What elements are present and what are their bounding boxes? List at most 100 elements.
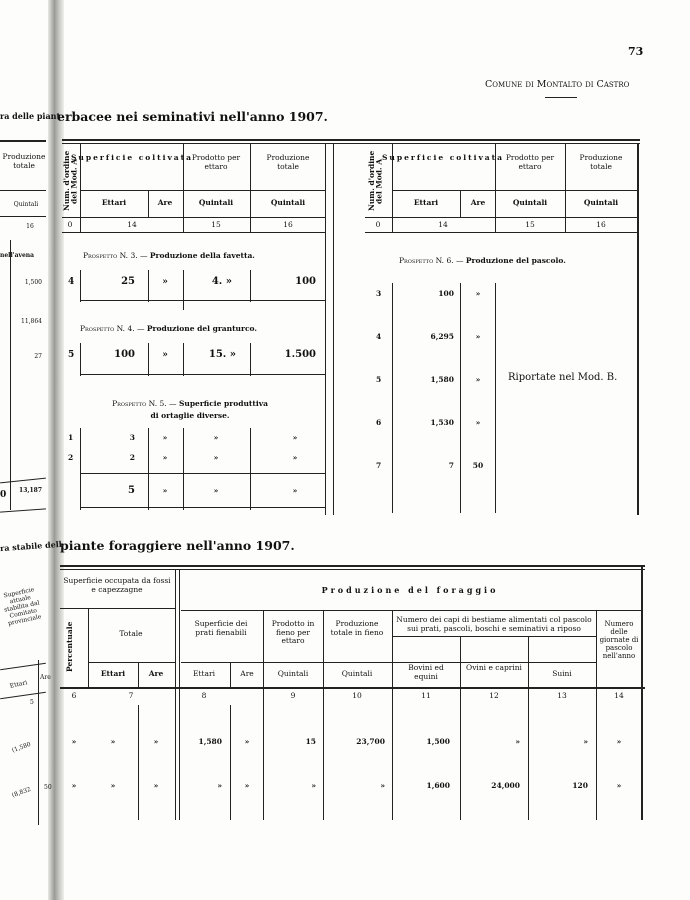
- are-header: Are: [148, 669, 164, 678]
- prospetto-label: Prospetto N. 6. —: [399, 256, 466, 265]
- cell-ettari: 1,580: [430, 375, 455, 384]
- cell-ettari: 100: [114, 349, 135, 360]
- col-number: 16: [596, 220, 606, 229]
- col-number: 7: [128, 691, 134, 700]
- col-number: 14: [127, 220, 137, 229]
- bottom-section-title: piante foraggiere nell'anno 1907.: [60, 538, 295, 553]
- cell-prodotto-fieno: 15: [305, 737, 316, 746]
- cell-are: 50: [472, 461, 484, 470]
- cell-are: »: [475, 289, 481, 298]
- quintali-header: Quintali: [198, 198, 234, 207]
- suini-header: Suini: [552, 669, 572, 678]
- cell-produzione-fieno: »: [380, 781, 385, 790]
- cell-prodotto: »: [213, 453, 219, 462]
- cell-prodotto-fieno: »: [311, 781, 316, 790]
- bovini-header: Bovini ed equini: [408, 663, 444, 681]
- col-number: 16: [283, 220, 293, 229]
- col-number: 14: [438, 220, 448, 229]
- row-number: 4: [376, 332, 382, 341]
- total-ettari: 5: [128, 485, 135, 496]
- cell-totale-are: »: [153, 737, 159, 746]
- col-number: 10: [352, 691, 362, 700]
- cell-produzione: 1.500: [284, 349, 316, 360]
- col-number: 15: [211, 220, 221, 229]
- cell-are: »: [162, 277, 168, 287]
- cell-ettari: 25: [121, 276, 135, 287]
- cell-bovini: 1,500: [426, 737, 451, 746]
- row-number: 7: [376, 461, 382, 470]
- prospetto-3-title: Prospetto N. 3. — Produzione della favet…: [83, 251, 255, 261]
- col-number: 15: [525, 220, 535, 229]
- cell-ettari: 7: [448, 461, 454, 470]
- cell-produzione-fieno: 23,700: [356, 737, 385, 746]
- left-fragment-are: Are: [40, 674, 51, 681]
- prospetto-5-subtitle: di ortaglie diverse.: [150, 411, 230, 420]
- cell-are: »: [475, 375, 481, 384]
- cell-prodotto: 15. »: [208, 349, 236, 360]
- cell-bovini: 1,600: [426, 781, 451, 790]
- quintali-header: Quintali: [270, 198, 306, 207]
- are-header: Are: [470, 198, 486, 207]
- cell-ettari: 2: [129, 453, 135, 462]
- total-prodotto: »: [213, 486, 219, 495]
- num-ordine-header: Num. d'ordine del Mod. A: [367, 150, 384, 212]
- cell-totale-ettari: »: [110, 737, 116, 746]
- prospetto-5-title: Prospetto N. 5. — Superficie produttiva: [112, 399, 268, 409]
- col-number: 0: [67, 220, 73, 229]
- cell-are: »: [162, 453, 168, 462]
- row-number: 1: [68, 433, 74, 442]
- cell-produzione: »: [292, 453, 298, 462]
- left-fragment-ettari: Ettari: [9, 679, 28, 690]
- are-header: Are: [240, 669, 254, 678]
- row-number: 3: [376, 289, 382, 298]
- left-fragment-value: 1,500: [24, 279, 42, 286]
- row-number: 5: [68, 350, 75, 360]
- quintali-header: Quintali: [512, 198, 548, 207]
- left-fragment-value: (8,832: [11, 785, 32, 800]
- cell-suini: »: [583, 737, 588, 746]
- cell-totale-ettari: »: [110, 781, 116, 790]
- running-header: Comune di Montalto di Castro: [485, 79, 630, 90]
- col-number: 8: [201, 691, 207, 700]
- left-fragment-col-number: 16: [26, 223, 34, 230]
- quintali-header: Quintali: [277, 669, 309, 678]
- superficie-occupata-header: Superficie occupata da fossi e capezzagn…: [63, 576, 171, 594]
- produzione-fieno-header: Produzione totale in fieno: [330, 619, 384, 637]
- col-number: 12: [489, 691, 499, 700]
- prodotto-header: Prodotto per ettaro: [505, 153, 555, 171]
- col-number: 14: [614, 691, 624, 700]
- superficie-header: Superficie coltivata: [71, 153, 193, 162]
- cell-suini: 120: [572, 781, 588, 790]
- numero-capi-header: Numero dei capi di bestiame alimentati c…: [396, 615, 592, 633]
- page-binding-shadow: [48, 0, 64, 900]
- cell-prati-are: »: [244, 781, 250, 790]
- prospetto-label: Prospetto N. 5. —: [112, 399, 179, 408]
- cell-prodotto: »: [213, 433, 219, 442]
- cell-giornate: »: [616, 781, 622, 790]
- row-number: 5: [376, 375, 382, 384]
- cell-produzione: »: [292, 433, 298, 442]
- left-fragment-section: nell'avena: [0, 252, 35, 259]
- total-produzione: »: [292, 486, 298, 495]
- riportate-note: Riportate nel Mod. B.: [508, 372, 618, 383]
- left-fragment-col-number: 5: [30, 699, 34, 706]
- cell-prodotto: 4. »: [211, 276, 232, 287]
- cell-ovini: 24,000: [491, 781, 520, 790]
- left-fragment-value: 27: [34, 353, 42, 360]
- col-number: 13: [557, 691, 567, 700]
- left-fragment-value: 13,187: [19, 487, 42, 494]
- left-fragment-header: Produzione totale: [2, 152, 46, 170]
- superficie-prati-header: Superficie dei prati fienabili: [194, 619, 248, 637]
- row-number: 2: [68, 453, 74, 462]
- cell-prati-are: »: [244, 737, 250, 746]
- cell-totale-are: »: [153, 781, 159, 790]
- ettari-header: Ettari: [100, 669, 126, 678]
- prospetto-4-title: Prospetto N. 4. — Produzione del grantur…: [80, 324, 258, 334]
- left-fragment-unit: Quintali: [13, 201, 39, 208]
- col-number: 6: [71, 691, 77, 700]
- are-header: Are: [157, 198, 173, 207]
- cell-percentuale: »: [71, 737, 77, 746]
- ettari-header: Ettari: [193, 669, 215, 678]
- prospetto-subject: Produzione del granturco.: [146, 324, 258, 333]
